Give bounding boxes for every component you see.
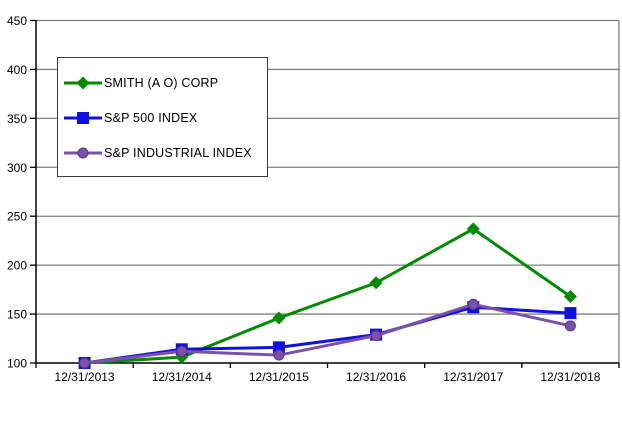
marker-s-p-industrial-index-1 [176, 345, 188, 357]
x-axis-label-0: 12/31/2013 [55, 370, 115, 384]
legend-item-sp-industrial-index: S&P INDUSTRIAL INDEX [58, 135, 267, 170]
series-line-s-p-industrial-index [84, 302, 571, 365]
marker-smith-a-o-corp-4 [466, 222, 480, 236]
x-axis-label-4: 12/31/2017 [443, 370, 503, 384]
x-axis-label-2: 12/31/2015 [249, 370, 309, 384]
legend: SMITH (A O) CORP S&P 500 INDEX S&P INDUS… [57, 57, 268, 177]
legend-item-sp500-index: S&P 500 INDEX [58, 100, 267, 135]
legend-label-smith-ao-corp: SMITH (A O) CORP [104, 75, 219, 90]
y-tick-label-100: 100 [7, 357, 27, 371]
marker-s-p-industrial-index-5 [564, 320, 576, 332]
x-axis-label-5: 12/31/2018 [540, 370, 600, 384]
legend-swatch-marker [77, 111, 89, 124]
marker-s-p-industrial-index-0 [79, 357, 91, 369]
series-line-smith-a-o-corp [84, 227, 572, 365]
y-tick-label-300: 300 [7, 161, 27, 175]
x-axis-label-1: 12/31/2014 [152, 370, 212, 384]
x-axis-label-3: 12/31/2016 [346, 370, 406, 384]
legend-square-marker-icon [64, 111, 102, 124]
legend-circle-marker-icon [64, 147, 102, 158]
marker-s-p-500-index-2 [272, 341, 285, 354]
y-tick-label-250: 250 [7, 210, 27, 224]
marker-s-p-industrial-index-4 [467, 298, 479, 310]
legend-label-sp-industrial-index: S&P INDUSTRIAL INDEX [104, 145, 252, 160]
marker-smith-a-o-corp-3 [369, 276, 383, 290]
marker-s-p-industrial-index-2 [273, 349, 285, 361]
y-tick-label-200: 200 [7, 259, 27, 273]
y-tick-label-150: 150 [7, 308, 27, 322]
y-tick-label-450: 450 [7, 14, 27, 28]
legend-item-smith-ao-corp: SMITH (A O) CORP [58, 65, 267, 100]
y-tick-label-400: 400 [7, 63, 27, 77]
marker-s-p-500-index-5 [564, 307, 577, 320]
marker-smith-a-o-corp-5 [563, 289, 577, 303]
legend-swatch-marker [77, 147, 89, 158]
y-tick-label-350: 350 [7, 112, 27, 126]
marker-s-p-industrial-index-3 [370, 330, 382, 342]
legend-label-sp500-index: S&P 500 INDEX [104, 110, 198, 125]
legend-swatch-marker [76, 76, 90, 89]
marker-smith-a-o-corp-2 [272, 311, 286, 325]
legend-diamond-marker-icon [64, 76, 102, 89]
